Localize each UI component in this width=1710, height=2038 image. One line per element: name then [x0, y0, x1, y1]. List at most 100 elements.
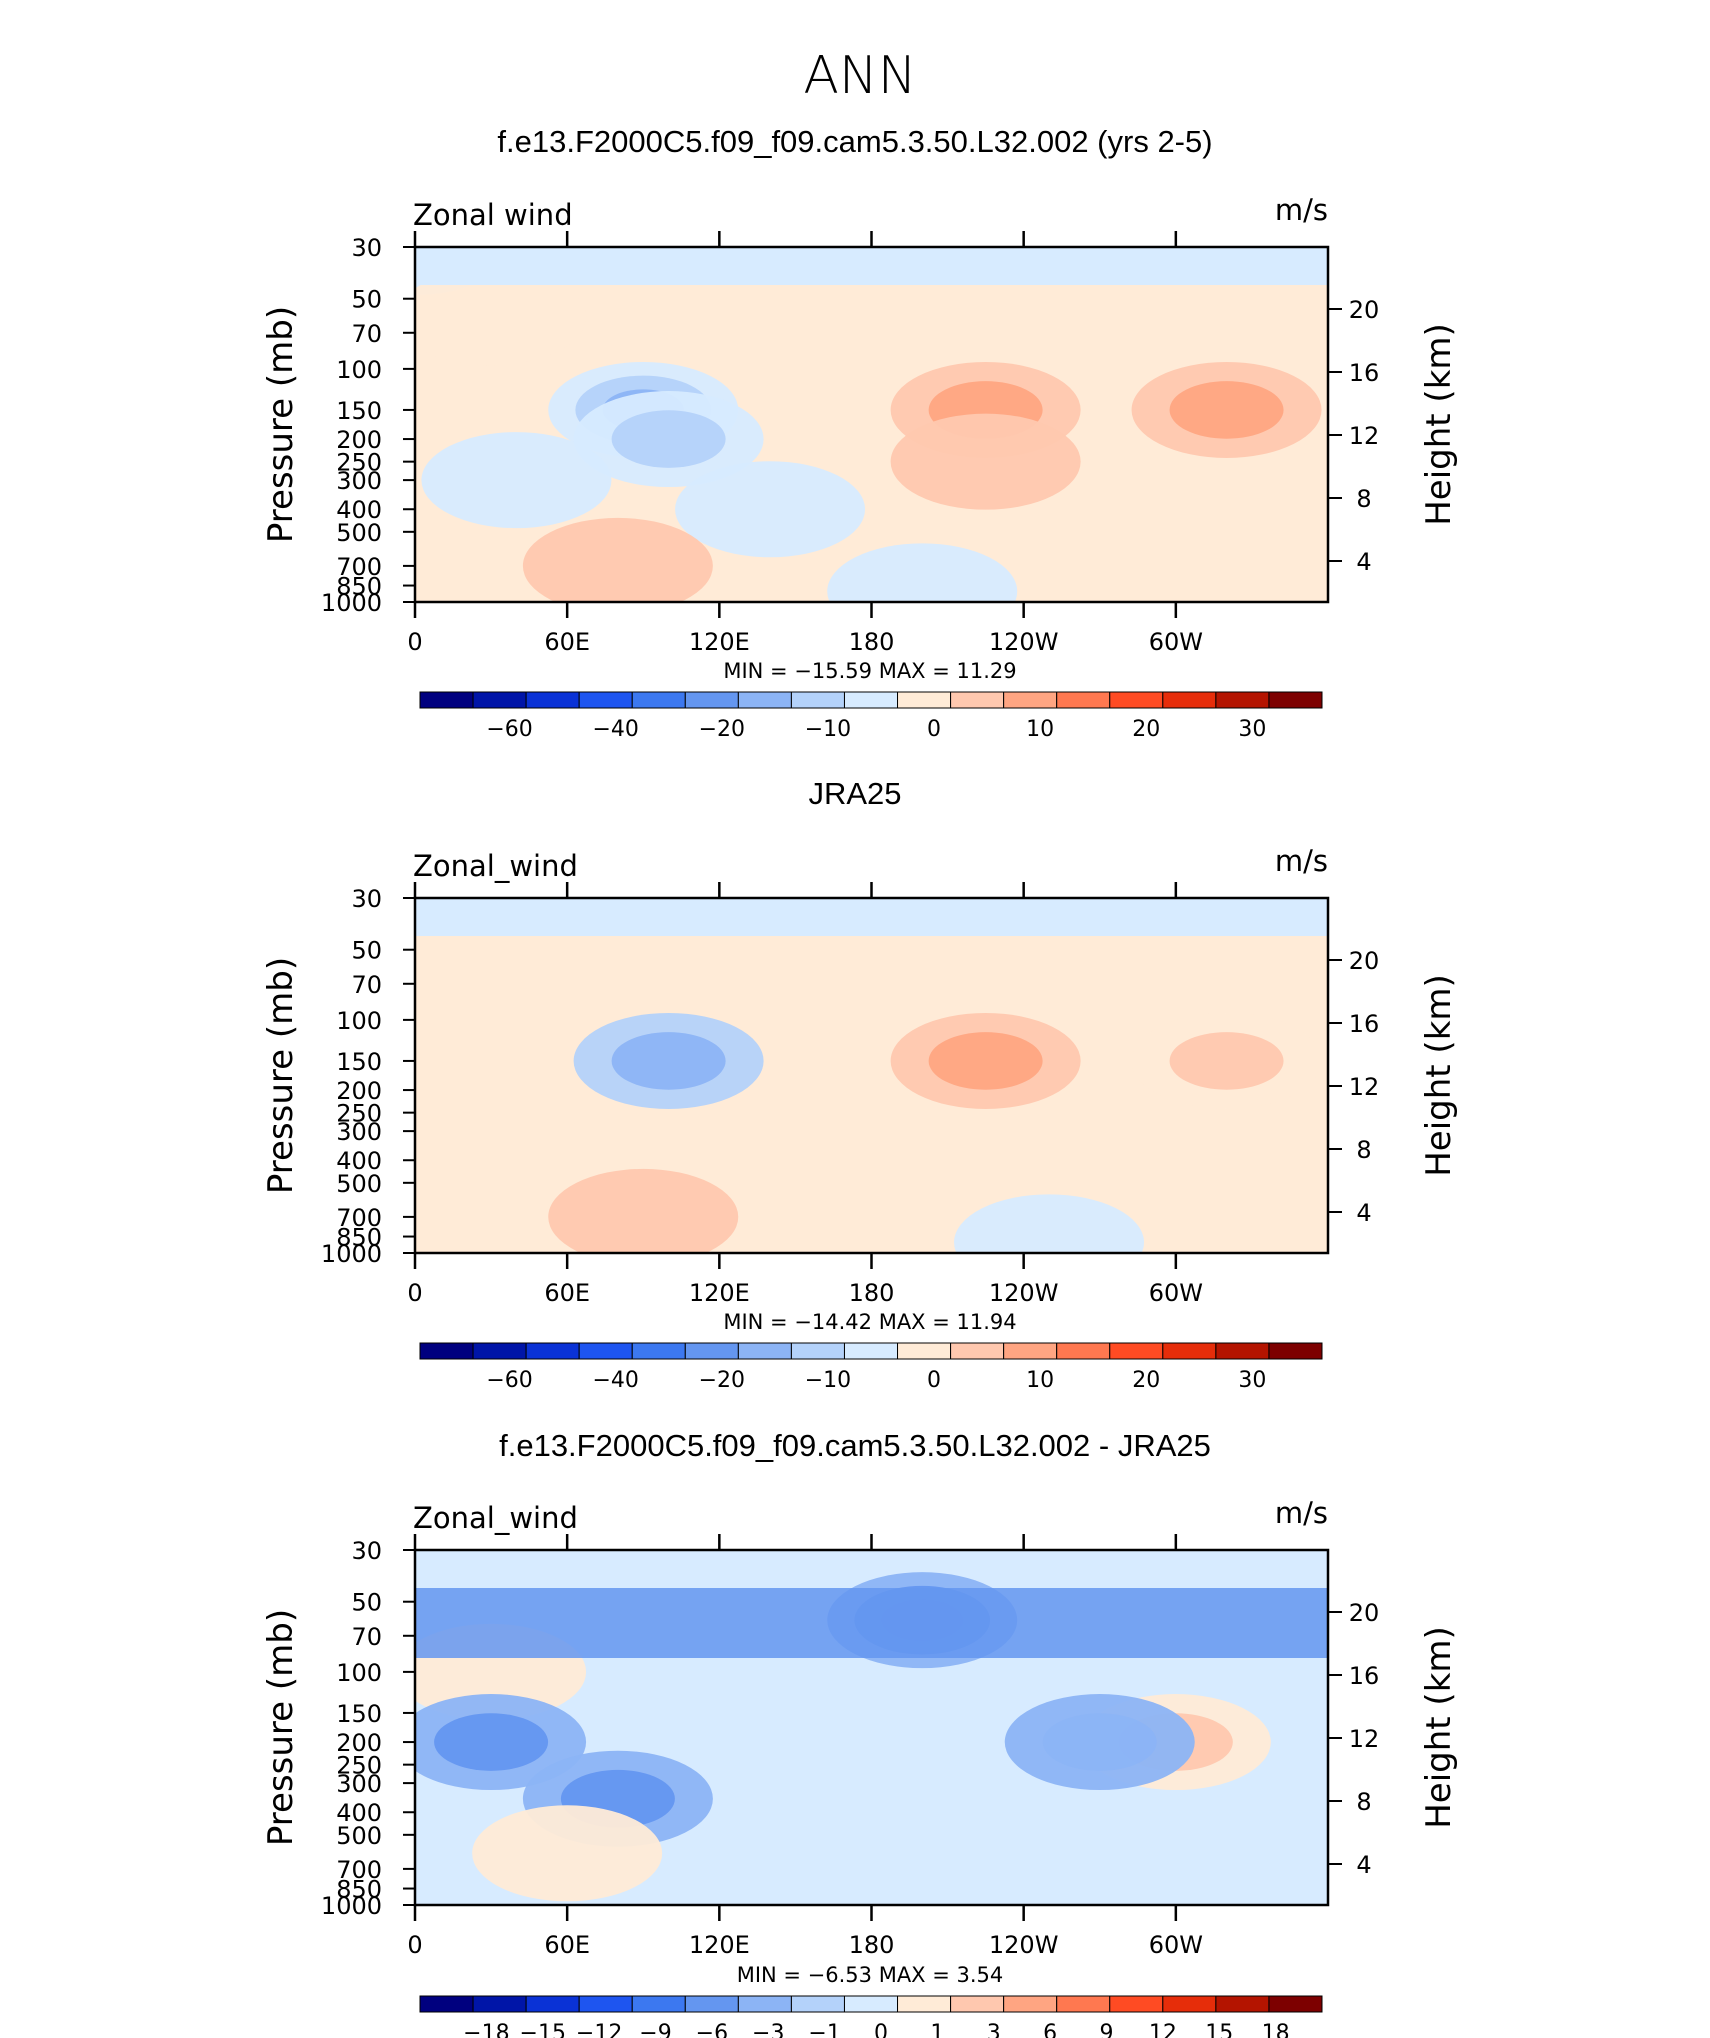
variable-label: Zonal wind — [413, 198, 573, 232]
colorbar-label: −1 — [808, 2021, 840, 2038]
colorbar-swatch — [737, 1342, 792, 1360]
panel-title: JRA25 — [808, 776, 901, 811]
y-tick-label: 150 — [336, 397, 382, 425]
colorbar-label: 0 — [874, 2021, 888, 2038]
colorbar-label: 15 — [1205, 2021, 1233, 2038]
colorbar-swatch — [1268, 1995, 1323, 2013]
x-tick-label: 180 — [849, 628, 895, 656]
colorbar-swatch — [897, 1342, 952, 1360]
variable-label: Zonal_wind — [413, 849, 578, 883]
colorbar-swatch — [525, 1342, 580, 1360]
colorbar-swatch — [1215, 1342, 1270, 1360]
y-tick-label: 250 — [336, 449, 382, 477]
chart-panel-2: JRA25 Zonal_wind m/s 0 60E 120E 180 120W 60W 30 50… — [261, 776, 1459, 1393]
height-tick-label: 12 — [1349, 422, 1380, 450]
colorbar-swatch — [1162, 1995, 1217, 2013]
y-tick-label: 50 — [351, 1589, 382, 1617]
colorbar-swatch — [1215, 1995, 1270, 2013]
y-tick-label: 100 — [336, 356, 382, 384]
right-axis-title: Height (km) — [1419, 323, 1459, 526]
upper-band — [415, 898, 1328, 936]
min-max-label: MIN = −14.42 MAX = 11.94 — [723, 1310, 1016, 1334]
contour-region-3-level-2 — [928, 1032, 1043, 1090]
colorbar-swatch — [684, 1995, 739, 2013]
colorbar-swatch — [950, 691, 1005, 709]
x-tick-label: 60W — [1149, 628, 1203, 656]
colorbar-label: −18 — [463, 2021, 509, 2038]
panel-title: f.e13.F2000C5.f09_f09.cam5.3.50.L32.002 … — [499, 1428, 1211, 1463]
colorbar-label: −15 — [520, 2021, 566, 2038]
colorbar-swatch — [525, 1995, 580, 2013]
y-tick-label: 500 — [336, 1170, 382, 1198]
x-tick-label: 0 — [407, 628, 422, 656]
y-tick-label: 150 — [336, 1700, 382, 1728]
colorbar-label: 9 — [1100, 2021, 1114, 2038]
upper-band — [415, 247, 1328, 285]
height-tick-label: 4 — [1356, 1851, 1371, 1879]
y-axis-title: Pressure (mb) — [261, 1609, 301, 1846]
y-axis-title: Pressure (mb) — [261, 306, 301, 543]
y-tick-label: 300 — [336, 1770, 382, 1798]
colorbar-swatch — [1056, 1995, 1111, 2013]
y-tick-label: 700 — [336, 1856, 382, 1884]
contour-region-4-level-2 — [1169, 1032, 1284, 1090]
y-tick-label: 400 — [336, 1799, 382, 1827]
contour-region-6-level-1 — [954, 1194, 1144, 1253]
contour-region-4-level-1 — [421, 432, 612, 529]
contour-region-9-level-1 — [522, 517, 713, 602]
colorbar-swatch — [419, 691, 474, 709]
colorbar-swatch — [631, 1995, 686, 2013]
colorbar-label: −10 — [805, 717, 851, 742]
height-tick-label: 12 — [1349, 1725, 1380, 1753]
y-tick-label: 50 — [351, 286, 382, 314]
contour-region-6-level-2 — [1042, 1713, 1157, 1771]
x-tick-label: 180 — [849, 1279, 895, 1307]
colorbar-swatch — [1003, 1342, 1058, 1360]
height-tick-label: 4 — [1356, 548, 1371, 576]
height-tick-label: 4 — [1356, 1199, 1371, 1227]
y-tick-label: 100 — [336, 1007, 382, 1035]
y-tick-label: 70 — [351, 1623, 382, 1651]
height-tick-label: 20 — [1349, 1599, 1380, 1627]
colorbar-label: 0 — [927, 717, 941, 742]
colorbar-label: −10 — [805, 1368, 851, 1393]
colorbar-label: −40 — [592, 717, 638, 742]
height-tick-label: 8 — [1356, 485, 1371, 513]
y-tick-label: 150 — [336, 1048, 382, 1076]
field-contours — [415, 247, 1328, 602]
y-tick-label: 500 — [336, 1822, 382, 1850]
colorbar-swatch — [631, 1342, 686, 1360]
colorbar-swatch — [790, 1342, 845, 1360]
x-tick-label: 0 — [407, 1931, 422, 1959]
colorbar-swatch — [1003, 691, 1058, 709]
colorbar-swatch — [737, 691, 792, 709]
min-max-label: MIN = −6.53 MAX = 3.54 — [737, 1963, 1004, 1987]
chart-panel-3: f.e13.F2000C5.f09_f09.cam5.3.50.L32.002 … — [261, 1428, 1459, 2038]
colorbar-swatch — [1162, 691, 1217, 709]
x-tick-label: 120W — [989, 1931, 1059, 1959]
y-tick-label: 850 — [336, 573, 382, 601]
figure-title: ANN — [803, 46, 916, 106]
y-tick-label: 70 — [351, 320, 382, 348]
y-tick-label: 700 — [336, 553, 382, 581]
colorbar-swatch — [684, 1342, 739, 1360]
y-tick-label: 250 — [336, 1752, 382, 1780]
x-tick-label: 60W — [1149, 1279, 1203, 1307]
colorbar-swatch — [578, 1342, 633, 1360]
colorbar-swatch — [843, 1342, 899, 1360]
x-tick-label: 120W — [989, 628, 1059, 656]
y-tick-label: 1000 — [321, 1892, 382, 1920]
colorbar-swatch — [790, 1995, 845, 2013]
right-axis-title: Height (km) — [1419, 1626, 1459, 1829]
y-tick-label: 30 — [351, 885, 382, 913]
colorbar-label: 1 — [930, 2021, 944, 2038]
x-tick-label: 0 — [407, 1279, 422, 1307]
chart-panel-1: f.e13.F2000C5.f09_f09.cam5.3.50.L32.002 … — [261, 124, 1459, 742]
colorbar-label: 30 — [1238, 717, 1266, 742]
colorbar-swatch — [1268, 691, 1323, 709]
colorbar-label: 20 — [1132, 717, 1160, 742]
colorbar-label: −3 — [752, 2021, 784, 2038]
colorbar-swatch — [578, 691, 633, 709]
colorbar-label: −40 — [592, 1368, 638, 1393]
colorbar-swatch — [1003, 1995, 1058, 2013]
